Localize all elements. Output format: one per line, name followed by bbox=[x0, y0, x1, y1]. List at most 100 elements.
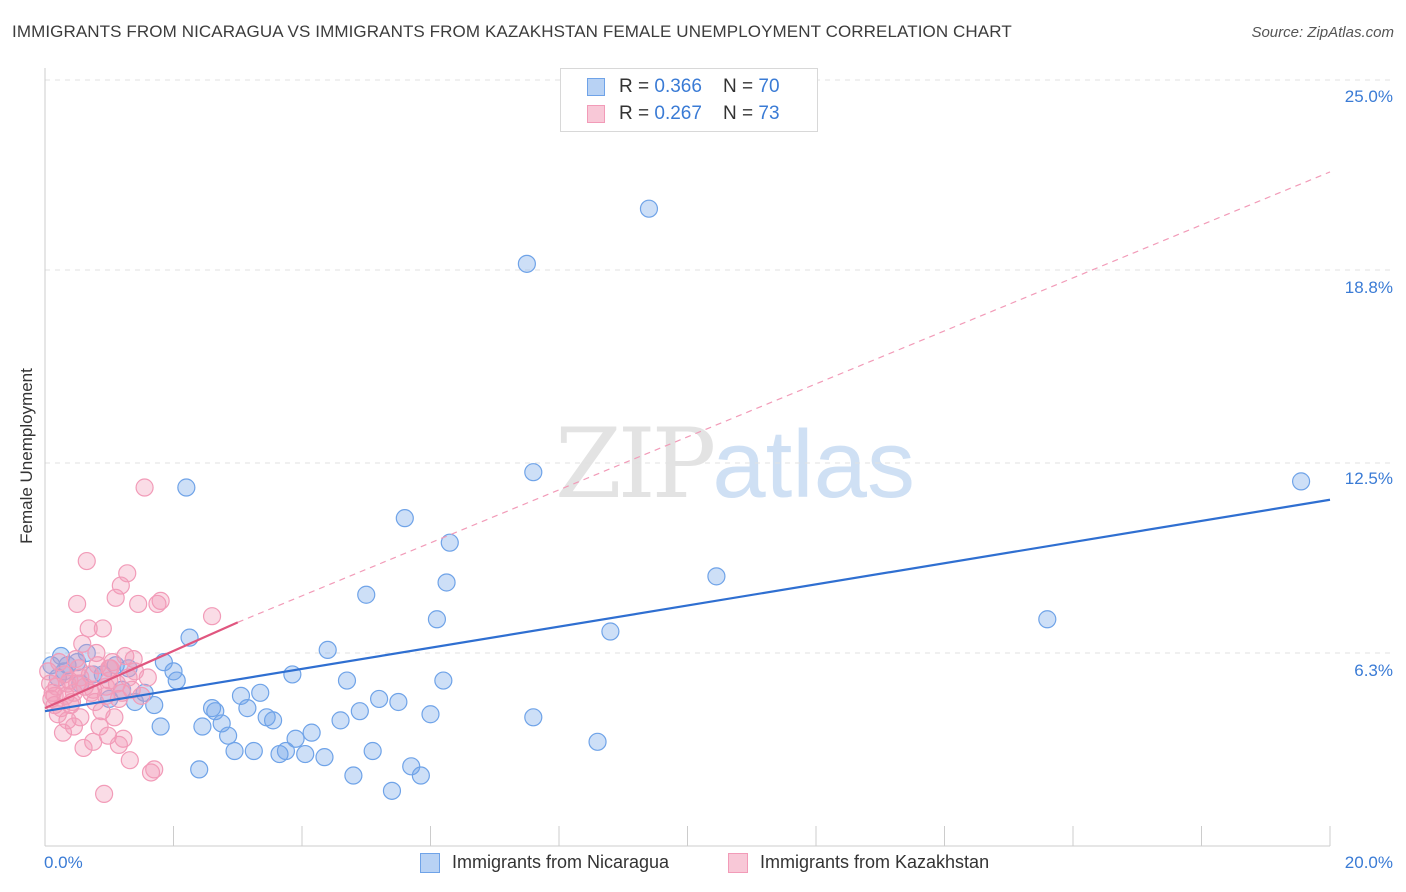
bottom-legend-swatch-nicaragua bbox=[420, 853, 440, 873]
data-point-nicaragua bbox=[286, 729, 305, 748]
data-point-nicaragua bbox=[601, 622, 620, 641]
data-point-nicaragua bbox=[238, 699, 257, 718]
data-point-nicaragua bbox=[389, 692, 408, 712]
data-point-nicaragua bbox=[427, 610, 447, 629]
data-point-nicaragua bbox=[1038, 610, 1057, 629]
data-point-nicaragua bbox=[524, 463, 543, 482]
data-point-kazakhstan bbox=[100, 659, 119, 678]
data-point-kazakhstan bbox=[114, 729, 133, 748]
data-point-nicaragua bbox=[193, 717, 212, 736]
data-point-nicaragua bbox=[434, 671, 453, 690]
watermark-atlas: atlas bbox=[712, 411, 915, 518]
data-point-nicaragua bbox=[350, 702, 369, 721]
data-point-nicaragua bbox=[244, 741, 263, 761]
data-point-nicaragua bbox=[145, 695, 164, 715]
data-point-nicaragua bbox=[331, 711, 350, 730]
data-point-nicaragua bbox=[296, 744, 315, 764]
data-point-nicaragua bbox=[251, 683, 270, 702]
trend-line-kazakhstan-extended bbox=[237, 171, 1331, 623]
data-point-kazakhstan bbox=[141, 763, 161, 782]
legend-r-label: R = bbox=[619, 76, 655, 97]
legend: R = 0.366 N = 70 R = 0.267 N = 73 bbox=[560, 68, 818, 132]
data-point-nicaragua bbox=[437, 573, 456, 592]
y-tick-label: 25.0% bbox=[1344, 87, 1393, 106]
trend-line-nicaragua bbox=[44, 498, 1331, 713]
data-point-nicaragua bbox=[219, 726, 238, 745]
data-point-kazakhstan bbox=[138, 668, 157, 687]
data-point-kazakhstan bbox=[202, 607, 222, 626]
legend-swatch-kazakhstan bbox=[587, 105, 605, 123]
data-point-nicaragua bbox=[202, 699, 222, 718]
data-point-kazakhstan bbox=[71, 708, 90, 727]
data-point-nicaragua bbox=[337, 671, 357, 690]
watermark: ZIPatlas bbox=[555, 408, 915, 520]
data-point-nicaragua bbox=[639, 199, 659, 218]
legend-r-label: R = bbox=[619, 103, 655, 124]
data-point-nicaragua bbox=[357, 585, 376, 604]
data-point-kazakhstan bbox=[73, 634, 92, 653]
data-point-kazakhstan bbox=[148, 594, 167, 614]
data-point-kazakhstan bbox=[105, 708, 124, 727]
legend-text: R = 0.267 N = 73 bbox=[619, 103, 780, 125]
data-point-nicaragua bbox=[421, 705, 440, 724]
data-point-nicaragua bbox=[402, 757, 421, 776]
data-point-nicaragua bbox=[524, 708, 543, 727]
data-point-nicaragua bbox=[302, 723, 321, 742]
legend-n-value: 70 bbox=[758, 76, 780, 97]
legend-r-value: 0.267 bbox=[654, 103, 702, 124]
data-point-nicaragua bbox=[370, 689, 389, 709]
data-point-kazakhstan bbox=[93, 619, 112, 638]
data-point-nicaragua bbox=[225, 741, 244, 761]
data-point-nicaragua bbox=[588, 732, 607, 751]
data-point-nicaragua bbox=[344, 766, 363, 785]
data-point-kazakhstan bbox=[118, 564, 137, 583]
x-tick-label-min: 0.0% bbox=[44, 853, 83, 872]
chart-title: IMMIGRANTS FROM NICARAGUA VS IMMIGRANTS … bbox=[12, 22, 1012, 41]
y-tick-label: 6.3% bbox=[1354, 661, 1393, 680]
data-point-nicaragua bbox=[167, 671, 186, 690]
data-point-kazakhstan bbox=[129, 594, 148, 614]
bottom-legend-label: Immigrants from Nicaragua bbox=[452, 852, 670, 872]
data-point-kazakhstan bbox=[71, 668, 90, 687]
data-point-nicaragua bbox=[395, 509, 414, 528]
legend-n-label: N = bbox=[723, 76, 759, 97]
data-point-nicaragua bbox=[276, 741, 296, 761]
data-point-nicaragua bbox=[707, 567, 726, 586]
data-point-kazakhstan bbox=[79, 619, 98, 638]
legend-n-label: N = bbox=[723, 103, 759, 124]
data-point-nicaragua bbox=[151, 717, 170, 736]
data-point-nicaragua bbox=[411, 766, 430, 785]
data-point-nicaragua bbox=[77, 643, 96, 663]
data-point-nicaragua bbox=[517, 254, 536, 273]
data-point-kazakhstan bbox=[151, 591, 170, 610]
data-point-nicaragua bbox=[440, 533, 459, 552]
data-point-kazakhstan bbox=[95, 784, 114, 804]
data-point-kazakhstan bbox=[64, 717, 84, 736]
data-point-nicaragua bbox=[68, 653, 87, 672]
watermark-zip: ZIP bbox=[555, 408, 716, 520]
data-point-nicaragua bbox=[1291, 472, 1311, 491]
legend-swatch-nicaragua bbox=[587, 78, 605, 96]
data-point-nicaragua bbox=[318, 640, 337, 660]
data-point-kazakhstan bbox=[135, 478, 154, 497]
data-point-kazakhstan bbox=[74, 738, 93, 758]
data-point-kazakhstan bbox=[122, 680, 141, 699]
data-point-nicaragua bbox=[363, 741, 382, 761]
data-point-nicaragua bbox=[382, 781, 402, 800]
source-label: Source: ZipAtlas.com bbox=[1251, 24, 1394, 41]
bottom-legend-label: Immigrants from Kazakhstan bbox=[760, 852, 990, 872]
data-point-kazakhstan bbox=[77, 551, 96, 571]
legend-r-value: 0.366 bbox=[654, 76, 702, 97]
y-tick-label: 18.8% bbox=[1344, 278, 1393, 297]
data-point-nicaragua bbox=[315, 748, 334, 767]
x-tick-label-max: 20.0% bbox=[1344, 853, 1393, 872]
data-point-nicaragua bbox=[190, 760, 209, 779]
legend-text: R = 0.366 N = 70 bbox=[619, 76, 780, 98]
data-point-kazakhstan bbox=[120, 751, 139, 770]
trend-line-kazakhstan bbox=[44, 621, 239, 710]
data-point-nicaragua bbox=[263, 711, 283, 730]
data-point-nicaragua bbox=[177, 478, 196, 497]
data-point-kazakhstan bbox=[145, 760, 164, 779]
y-tick-label: 12.5% bbox=[1344, 469, 1393, 488]
